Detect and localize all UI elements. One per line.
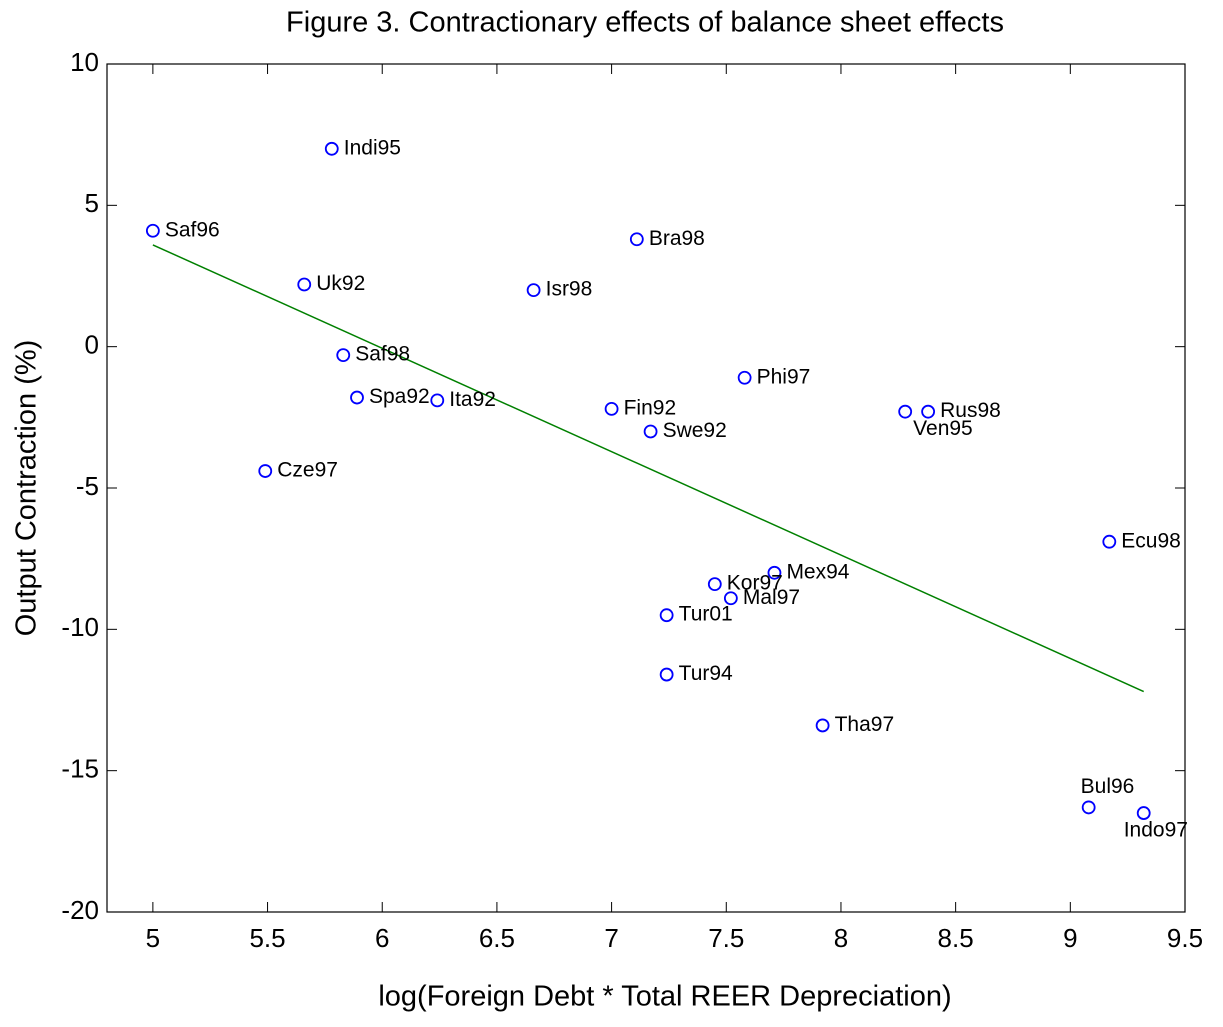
point-label: Tur94 bbox=[679, 662, 733, 685]
point-label: Phi97 bbox=[757, 365, 811, 388]
point bbox=[723, 591, 738, 606]
x-tick-label: 5 bbox=[146, 923, 160, 953]
x-axis-label: log(Foreign Debt * Total REER Depreciati… bbox=[378, 981, 951, 1013]
point bbox=[430, 393, 445, 408]
x-tick-label: 9.5 bbox=[1167, 923, 1203, 953]
point bbox=[643, 424, 658, 439]
point-label: Kor97 bbox=[727, 572, 783, 595]
point bbox=[604, 401, 619, 416]
y-tick-label: -15 bbox=[61, 754, 99, 784]
point-label: Saf96 bbox=[165, 218, 220, 241]
point-label: Isr98 bbox=[546, 278, 593, 301]
point-label: Ita92 bbox=[449, 388, 496, 411]
point-label: Bra98 bbox=[649, 227, 705, 250]
point-label: Fin92 bbox=[624, 396, 677, 419]
point bbox=[297, 277, 312, 292]
y-tick-label: -5 bbox=[76, 471, 99, 501]
point bbox=[1081, 800, 1096, 815]
point-label: Tha97 bbox=[835, 713, 895, 736]
point bbox=[659, 608, 674, 623]
point bbox=[350, 390, 364, 405]
point-label: Rus98 bbox=[940, 399, 1001, 422]
y-tick-label: -20 bbox=[61, 895, 99, 925]
y-axis-label: Output Contraction (%) bbox=[11, 340, 43, 637]
point bbox=[324, 141, 339, 156]
point-label: Ecu98 bbox=[1121, 529, 1181, 552]
point-label: Ven95 bbox=[913, 417, 973, 440]
fit-line bbox=[152, 244, 1145, 693]
point bbox=[659, 667, 674, 682]
point bbox=[737, 370, 752, 385]
y-tick-label: 10 bbox=[70, 47, 99, 77]
y-tick-label: 0 bbox=[85, 330, 99, 360]
point-label: Uk92 bbox=[316, 272, 365, 295]
point bbox=[1102, 534, 1117, 549]
point bbox=[767, 565, 782, 580]
x-tick-label: 9 bbox=[1063, 923, 1077, 953]
point-label: Saf98 bbox=[355, 343, 410, 366]
point bbox=[898, 404, 913, 419]
x-tick-label: 8.5 bbox=[938, 923, 974, 953]
x-tick-label: 6 bbox=[375, 923, 389, 953]
point-label: Cze97 bbox=[277, 459, 338, 482]
point bbox=[1136, 806, 1151, 820]
point bbox=[145, 223, 160, 238]
x-tick-label: 7 bbox=[604, 923, 618, 953]
point-label: Mal97 bbox=[743, 586, 800, 609]
point-label: Spa92 bbox=[369, 385, 430, 408]
x-tick-label: 7.5 bbox=[708, 923, 744, 953]
x-tick-label: 8 bbox=[834, 923, 848, 953]
point bbox=[707, 577, 722, 592]
point bbox=[921, 404, 936, 419]
point bbox=[629, 232, 644, 247]
point-label: Indi95 bbox=[344, 136, 401, 159]
x-tick-label: 5.5 bbox=[249, 923, 285, 953]
point-label: Indo97 bbox=[1124, 819, 1188, 842]
point-label: Swe92 bbox=[663, 419, 727, 442]
point-label: Tur01 bbox=[679, 603, 733, 626]
point bbox=[258, 464, 273, 478]
y-tick-label: 5 bbox=[85, 188, 99, 218]
point bbox=[815, 718, 830, 733]
plot-frame bbox=[106, 63, 1186, 913]
point bbox=[526, 283, 541, 298]
y-tick-label: -10 bbox=[61, 612, 99, 642]
point bbox=[336, 348, 351, 363]
point-label: Mex94 bbox=[786, 560, 849, 583]
x-tick-label: 6.5 bbox=[479, 923, 515, 953]
point-label: Bul96 bbox=[1081, 775, 1135, 798]
chart-title: Figure 3. Contractionary effects of bala… bbox=[286, 7, 1004, 39]
